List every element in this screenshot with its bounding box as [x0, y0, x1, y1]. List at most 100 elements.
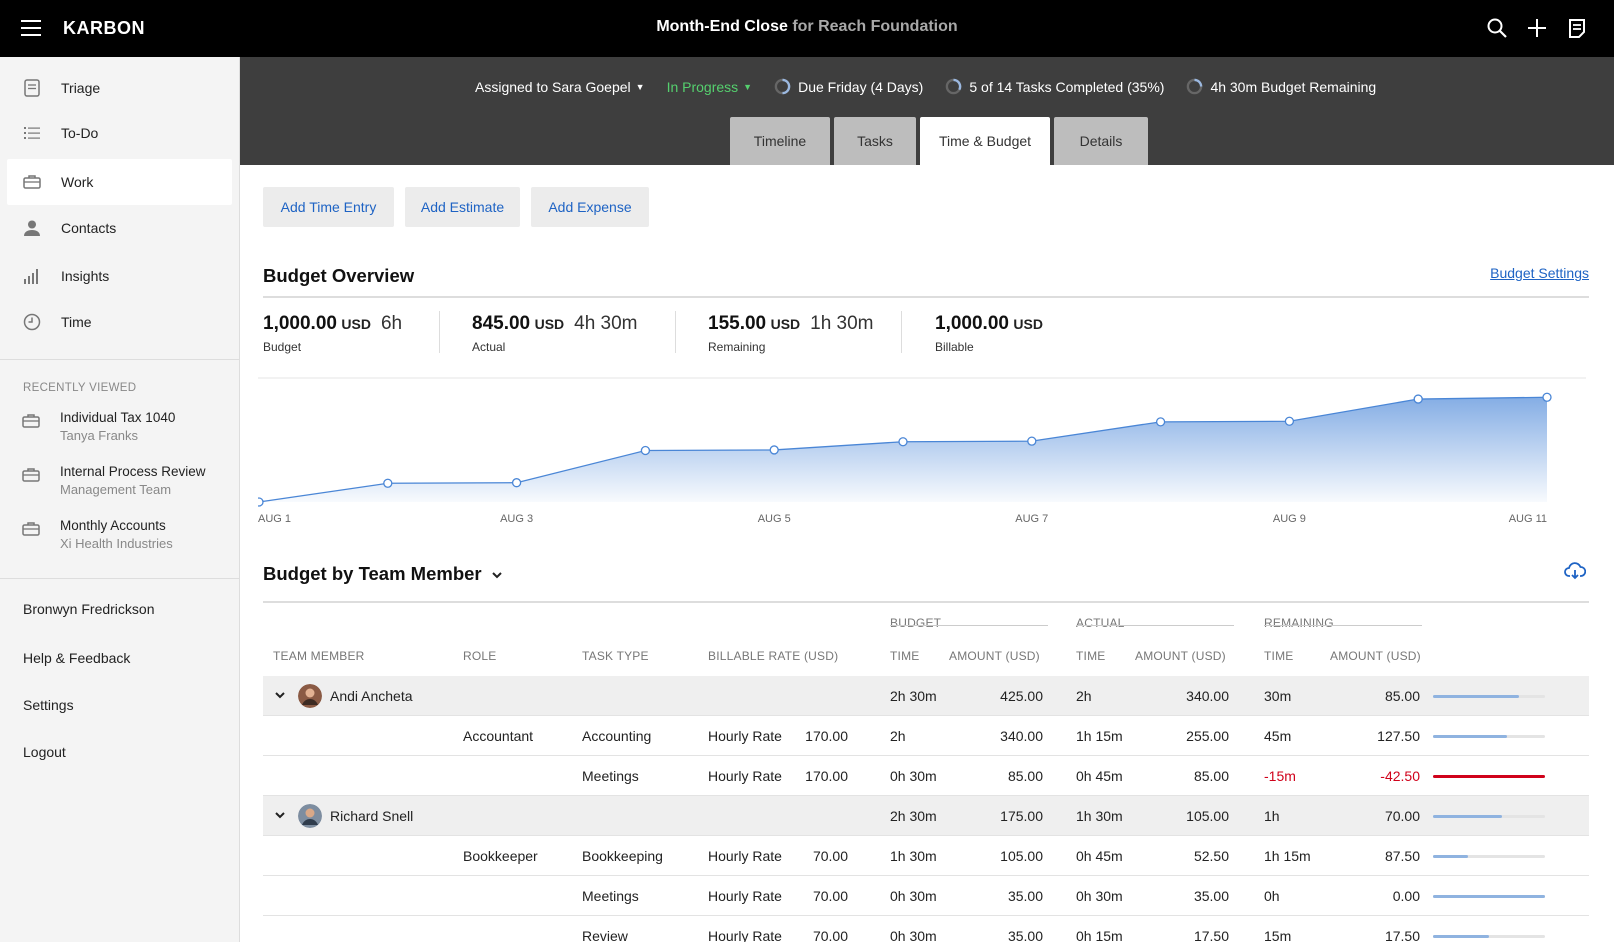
- budget-by-member-dropdown[interactable]: Budget by Team Member: [263, 563, 503, 585]
- due-date[interactable]: Due Friday (4 Days): [774, 78, 923, 95]
- chart-data-point[interactable]: [1284, 416, 1295, 426]
- chevron-down-icon[interactable]: [274, 809, 286, 821]
- tab-tasks[interactable]: Tasks: [834, 117, 916, 165]
- recent-item[interactable]: Monthly Accounts Xi Health Industries: [22, 518, 173, 551]
- sidebar-item-time[interactable]: Time: [7, 299, 232, 345]
- search-icon[interactable]: [1486, 17, 1508, 39]
- sidebar-item-label: Time: [61, 314, 92, 330]
- task-row[interactable]: Meetings Hourly Rate 70.00 0h 30m 35.00 …: [263, 876, 1589, 916]
- chevron-down-icon[interactable]: [274, 689, 286, 701]
- avatar: [298, 804, 322, 828]
- sidebar-item-work[interactable]: Work: [7, 159, 232, 205]
- budget-progress-bar: [1433, 855, 1545, 858]
- billable-rate: 70.00: [812, 888, 848, 904]
- budget-settings-link[interactable]: Budget Settings: [1490, 265, 1589, 281]
- chart-data-point[interactable]: [640, 445, 651, 456]
- column-header-rate[interactable]: BILLABLE RATE (USD): [708, 649, 839, 663]
- x-tick-label: AUG 7: [1015, 513, 1048, 525]
- assignee-dropdown[interactable]: Assigned to Sara Goepel ▼: [475, 79, 645, 95]
- settings-link[interactable]: Settings: [23, 697, 74, 713]
- briefcase-icon: [22, 468, 40, 482]
- chevron-down-icon: [492, 572, 502, 579]
- chart-data-point[interactable]: [1155, 417, 1166, 427]
- budget-amount: 425.00: [1000, 688, 1043, 704]
- chart-data-point[interactable]: [898, 437, 908, 447]
- cloud-download-icon[interactable]: [1564, 562, 1586, 580]
- recent-item-subtitle: Xi Health Industries: [60, 536, 173, 551]
- chart-data-point[interactable]: [383, 478, 393, 488]
- column-header-remaining-time[interactable]: TIME: [1264, 649, 1294, 663]
- role: Accountant: [463, 728, 534, 744]
- column-header-task-type[interactable]: TASK TYPE: [582, 649, 649, 663]
- briefcase-icon: [23, 175, 41, 189]
- budget-amount: 340.00: [1000, 728, 1043, 744]
- budget-progress-fill: [1433, 935, 1489, 938]
- chart-data-point[interactable]: [769, 445, 779, 455]
- chart-data-point[interactable]: [511, 478, 522, 488]
- chevron-down-icon: ▼: [635, 81, 645, 92]
- remaining-amount: 17.50: [1384, 928, 1420, 942]
- sidebar-item-contacts[interactable]: Contacts: [7, 205, 232, 251]
- actual-time: 1h 15m: [1076, 728, 1123, 744]
- logout-link[interactable]: Logout: [23, 744, 66, 760]
- task-row[interactable]: Accountant Accounting Hourly Rate 170.00…: [263, 716, 1589, 756]
- task-row[interactable]: Review Hourly Rate 70.00 0h 30m 35.00 0h…: [263, 916, 1589, 942]
- team-member-row[interactable]: Richard Snell 2h 30m 175.00 1h 30m 105.0…: [263, 796, 1589, 836]
- tab-time-budget[interactable]: Time & Budget: [920, 117, 1050, 165]
- chart-data-point[interactable]: [258, 497, 264, 507]
- column-group-actual: ACTUAL: [1076, 616, 1125, 630]
- recent-item[interactable]: Internal Process Review Management Team: [22, 464, 206, 497]
- task-row[interactable]: Meetings Hourly Rate 170.00 0h 30m 85.00…: [263, 756, 1589, 796]
- user-name-link[interactable]: Bronwyn Fredrickson: [23, 601, 155, 617]
- briefcase-icon: [22, 414, 40, 428]
- actual-amount: 340.00: [1186, 688, 1229, 704]
- add-time-entry-button[interactable]: Add Time Entry: [263, 187, 394, 227]
- sidebar-item-insights[interactable]: Insights: [7, 253, 232, 299]
- remaining-time: -15m: [1264, 768, 1296, 784]
- stat-billable: 1,000.00 USD Billable: [935, 313, 1043, 354]
- recent-item-title: Monthly Accounts: [60, 518, 166, 533]
- team-member-row[interactable]: Andi Ancheta 2h 30m 425.00 2h 340.00 30m…: [263, 676, 1589, 716]
- actual-amount: 105.00: [1186, 808, 1229, 824]
- budget-overview-title: Budget Overview: [263, 265, 415, 286]
- brand-logo[interactable]: KARBON: [63, 18, 145, 38]
- x-tick-label: AUG 1: [258, 513, 291, 525]
- help-feedback-link[interactable]: Help & Feedback: [23, 650, 131, 666]
- budget-by-member-title: Budget by Team Member: [263, 563, 482, 584]
- column-header-budget-time[interactable]: TIME: [890, 649, 920, 663]
- column-header-remaining-amount[interactable]: AMOUNT (USD): [1330, 649, 1421, 663]
- task-progress[interactable]: 5 of 14 Tasks Completed (35%): [945, 78, 1164, 95]
- recent-item[interactable]: Individual Tax 1040 Tanya Franks: [22, 410, 175, 443]
- sidebar-item-label: Contacts: [61, 220, 117, 236]
- column-header-actual-amount[interactable]: AMOUNT (USD): [1135, 649, 1226, 663]
- budget-progress-fill: [1433, 895, 1545, 898]
- column-header-role[interactable]: ROLE: [463, 649, 497, 663]
- menu-icon[interactable]: [21, 20, 41, 36]
- chart-data-point[interactable]: [1413, 394, 1423, 404]
- chart-data-point[interactable]: [1027, 436, 1037, 446]
- add-expense-button[interactable]: Add Expense: [531, 187, 649, 227]
- column-header-actual-time[interactable]: TIME: [1076, 649, 1106, 663]
- chart-data-point[interactable]: [1542, 392, 1552, 402]
- notes-icon[interactable]: [1566, 17, 1588, 39]
- billable-rate: 170.00: [805, 728, 848, 744]
- sidebar-item-triage[interactable]: Triage: [7, 65, 232, 111]
- remaining-amount: 87.50: [1384, 848, 1420, 864]
- budget-remaining[interactable]: 4h 30m Budget Remaining: [1186, 78, 1376, 95]
- remaining-amount: 0.00: [1392, 888, 1420, 904]
- task-type: Bookkeeping: [582, 848, 663, 864]
- column-header-budget-amount[interactable]: AMOUNT (USD): [949, 649, 1040, 663]
- sidebar-item-todo[interactable]: To-Do: [7, 110, 232, 156]
- task-row[interactable]: Bookkeeper Bookkeeping Hourly Rate 70.00…: [263, 836, 1589, 876]
- column-group-budget: BUDGET: [890, 616, 942, 630]
- column-header-member[interactable]: TEAM MEMBER: [273, 649, 365, 663]
- add-estimate-button[interactable]: Add Estimate: [405, 187, 520, 227]
- tab-timeline[interactable]: Timeline: [730, 117, 830, 165]
- status-dropdown[interactable]: In Progress ▼: [667, 79, 753, 95]
- actual-time: 0h 30m: [1076, 888, 1123, 904]
- stat-currency: USD: [1013, 316, 1043, 332]
- divider: [675, 311, 676, 353]
- tab-details[interactable]: Details: [1054, 117, 1148, 165]
- progress-ring-icon: [946, 78, 962, 95]
- add-icon[interactable]: [1526, 17, 1548, 39]
